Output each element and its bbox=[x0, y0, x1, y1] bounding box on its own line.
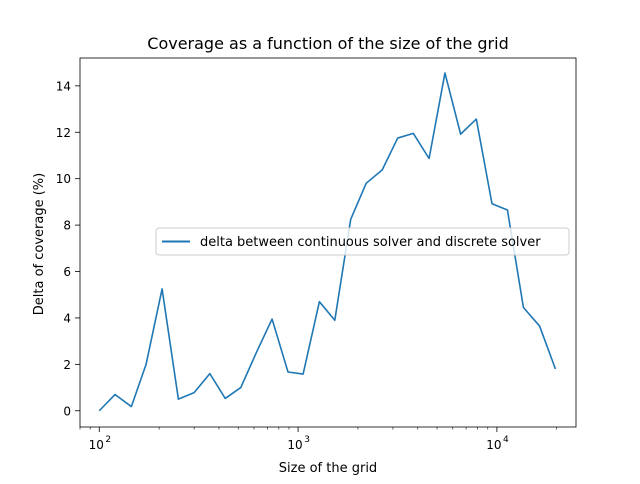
y-tick-label: 4 bbox=[63, 311, 71, 325]
y-axis-ticks: 0 2 4 6 8 10 12 14 bbox=[56, 79, 80, 418]
x-tick-label: 10 bbox=[287, 438, 302, 452]
y-tick-label: 12 bbox=[56, 126, 71, 140]
y-tick-label: 6 bbox=[63, 265, 71, 279]
legend-entry-label: delta between continuous solver and disc… bbox=[200, 235, 541, 250]
x-axis-label: Size of the grid bbox=[279, 461, 377, 476]
y-tick-label: 0 bbox=[63, 404, 71, 418]
x-tick-label: 10 bbox=[486, 438, 501, 452]
y-tick-label: 2 bbox=[63, 358, 71, 372]
x-axis-minor-ticks bbox=[79, 427, 558, 430]
y-tick-label: 10 bbox=[56, 172, 71, 186]
chart-title: Coverage as a function of the size of th… bbox=[147, 34, 508, 53]
series-layer bbox=[98, 72, 557, 412]
x-axis-ticks: 10 2 10 3 10 4 bbox=[89, 427, 509, 452]
legend-box bbox=[155, 227, 570, 256]
x-tick-label-exponent: 3 bbox=[304, 435, 310, 445]
x-tick-label: 10 bbox=[89, 438, 104, 452]
y-axis-label: Delta of coverage (%) bbox=[32, 173, 47, 315]
series-line bbox=[98, 72, 557, 412]
y-tick-label: 14 bbox=[56, 79, 71, 93]
axes-frame bbox=[79, 57, 577, 428]
y-tick-label: 8 bbox=[63, 219, 71, 233]
legend: delta between continuous solver and disc… bbox=[155, 227, 570, 256]
x-tick-label-exponent: 2 bbox=[105, 435, 111, 445]
x-tick-label-exponent: 4 bbox=[503, 435, 509, 445]
